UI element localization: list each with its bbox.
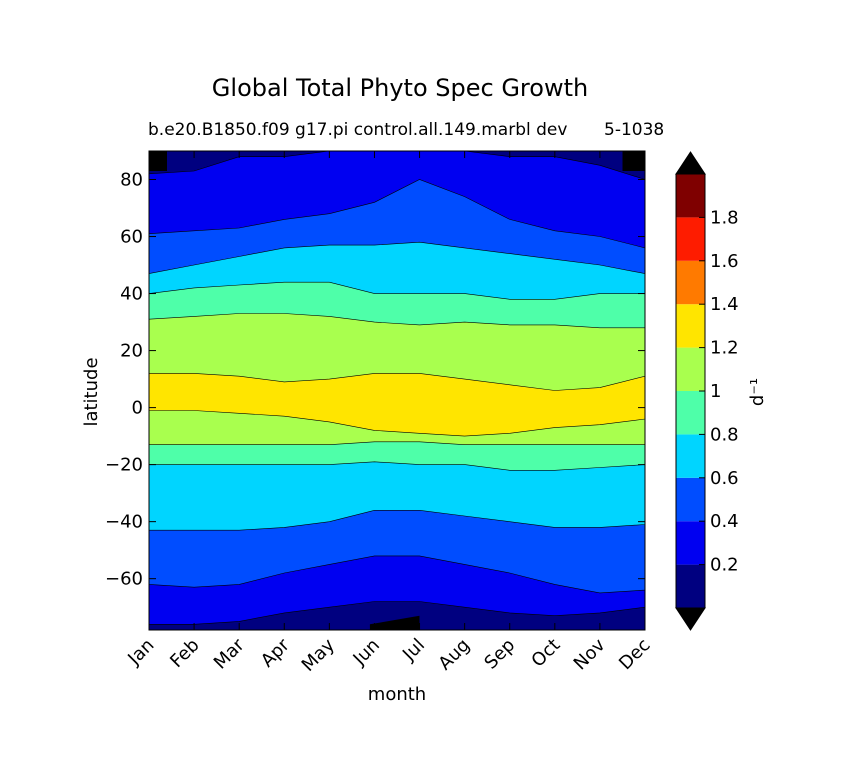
under-range-s: [369, 615, 420, 630]
chart-title: Global Total Phyto Spec Growth: [211, 74, 589, 102]
chart-subtitle-right: 5-1038: [604, 120, 665, 140]
y-tick-label: −60: [105, 569, 143, 590]
colorbar-swatch: [676, 174, 705, 218]
chart-subtitle: b.e20.B1850.f09 g17.pi control.all.149.m…: [148, 120, 568, 140]
y-tick-label: 60: [120, 227, 143, 248]
x-tick-label: Nov: [570, 634, 610, 674]
x-tick-label: Feb: [166, 635, 203, 672]
colorbar-swatch: [676, 521, 705, 565]
colorbar-tick-label: 1.2: [710, 338, 739, 359]
x-tick-label: Apr: [257, 634, 294, 671]
x-tick-label: Jul: [398, 635, 429, 666]
y-tick-label: 80: [120, 170, 143, 191]
colorbar-extend-bottom: [675, 607, 706, 631]
x-tick-label: Dec: [615, 635, 654, 674]
contour-band-1.2: [149, 373, 645, 437]
colorbar-swatch: [676, 217, 705, 261]
under-range-ne: [622, 151, 645, 171]
x-tick-label: Jun: [349, 635, 384, 670]
x-tick-label: Jan: [123, 635, 158, 670]
colorbar-tick-label: 0.2: [710, 555, 739, 576]
y-tick-label: −20: [105, 455, 143, 476]
x-tick-label: May: [298, 634, 339, 675]
x-axis-label: month: [368, 684, 426, 705]
colorbar-label: d⁻¹: [747, 378, 768, 406]
y-axis-label: latitude: [81, 357, 102, 426]
colorbar-tick-label: 0.6: [710, 468, 739, 489]
colorbar-swatch: [676, 347, 705, 391]
colorbar-tick-label: 1.8: [710, 207, 739, 228]
colorbar-tick-label: 0.4: [710, 511, 739, 532]
colorbar-swatch: [676, 477, 705, 522]
colorbar-tick-label: 0.8: [710, 424, 739, 445]
y-tick-label: 20: [120, 341, 143, 362]
colorbar-tick-label: 1.6: [710, 251, 739, 272]
x-tick-label: Aug: [434, 635, 474, 675]
colorbar-tick-label: 1: [710, 381, 721, 402]
colorbar-extend-top: [675, 151, 706, 175]
plot-frame: [148, 150, 646, 631]
x-tick-label: Oct: [527, 635, 564, 672]
colorbar-swatch: [676, 434, 705, 478]
colorbar-tick-label: 1.4: [710, 294, 739, 315]
under-range-nw: [149, 151, 167, 171]
y-tick-label: −40: [105, 512, 143, 533]
y-tick-label: 0: [132, 398, 143, 419]
colorbar: 0.2 0.4 0.6 0.8 1 1.2 1.4 1.6 1.8: [675, 151, 739, 631]
plot-area: [149, 151, 645, 630]
colorbar-swatch: [676, 260, 705, 305]
colorbar-swatch: [676, 391, 705, 435]
colorbar-swatch: [676, 564, 705, 608]
x-tick-label: Sep: [480, 635, 519, 674]
x-tick-label: Mar: [210, 634, 249, 673]
y-tick-label: 40: [120, 284, 143, 305]
colorbar-swatch: [676, 304, 705, 348]
